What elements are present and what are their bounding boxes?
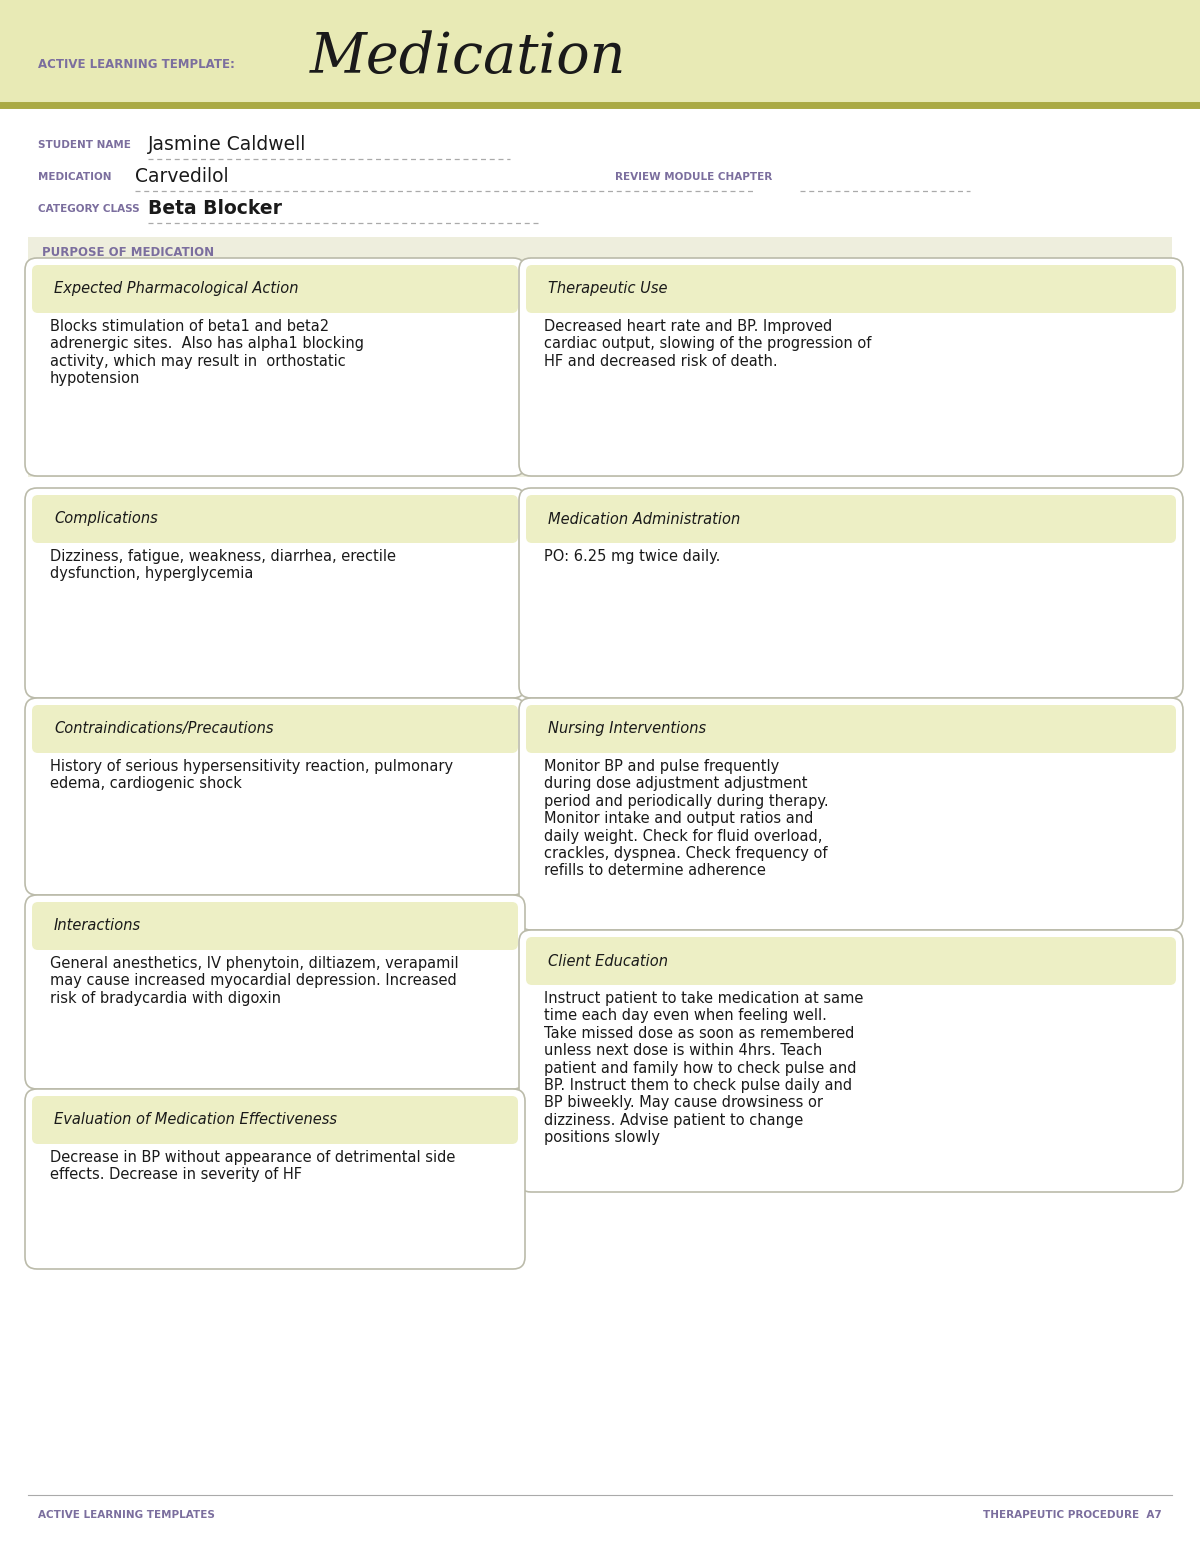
Text: General anesthetics, IV phenytoin, diltiazem, verapamil
may cause increased myoc: General anesthetics, IV phenytoin, dilti… xyxy=(50,957,458,1006)
FancyBboxPatch shape xyxy=(32,902,518,950)
FancyBboxPatch shape xyxy=(520,258,1183,477)
Text: STUDENT NAME: STUDENT NAME xyxy=(38,140,131,151)
Text: REVIEW MODULE CHAPTER: REVIEW MODULE CHAPTER xyxy=(616,172,773,182)
Text: Therapeutic Use: Therapeutic Use xyxy=(548,281,667,297)
Text: Nursing Interventions: Nursing Interventions xyxy=(548,722,706,736)
Text: Dizziness, fatigue, weakness, diarrhea, erectile
dysfunction, hyperglycemia: Dizziness, fatigue, weakness, diarrhea, … xyxy=(50,550,396,581)
Text: Interactions: Interactions xyxy=(54,918,142,933)
Text: Instruct patient to take medication at same
time each day even when feeling well: Instruct patient to take medication at s… xyxy=(544,991,863,1145)
Text: PURPOSE OF MEDICATION: PURPOSE OF MEDICATION xyxy=(42,247,214,259)
Text: Beta Blocker: Beta Blocker xyxy=(148,199,282,219)
Text: History of serious hypersensitivity reaction, pulmonary
edema, cardiogenic shock: History of serious hypersensitivity reac… xyxy=(50,759,454,792)
Text: Medication: Medication xyxy=(310,31,626,85)
FancyBboxPatch shape xyxy=(32,495,518,544)
Text: THERAPEUTIC PROCEDURE  A7: THERAPEUTIC PROCEDURE A7 xyxy=(983,1510,1162,1520)
FancyBboxPatch shape xyxy=(25,697,526,895)
FancyBboxPatch shape xyxy=(526,936,1176,985)
Text: ACTIVE LEARNING TEMPLATES: ACTIVE LEARNING TEMPLATES xyxy=(38,1510,215,1520)
Text: Jasmine Caldwell: Jasmine Caldwell xyxy=(148,135,306,154)
Text: ACTIVE LEARNING TEMPLATE:: ACTIVE LEARNING TEMPLATE: xyxy=(38,59,235,71)
FancyBboxPatch shape xyxy=(25,895,526,1089)
FancyBboxPatch shape xyxy=(526,495,1176,544)
FancyBboxPatch shape xyxy=(32,1096,518,1145)
Text: Client Education: Client Education xyxy=(548,954,668,969)
FancyBboxPatch shape xyxy=(25,488,526,697)
FancyBboxPatch shape xyxy=(520,930,1183,1193)
FancyBboxPatch shape xyxy=(25,1089,526,1269)
Text: Carvedilol: Carvedilol xyxy=(134,168,229,186)
Bar xyxy=(28,238,1172,477)
Text: Decrease in BP without appearance of detrimental side
effects. Decrease in sever: Decrease in BP without appearance of det… xyxy=(50,1151,455,1182)
FancyBboxPatch shape xyxy=(520,697,1183,930)
Text: Decreased heart rate and BP. Improved
cardiac output, slowing of the progression: Decreased heart rate and BP. Improved ca… xyxy=(544,318,871,368)
FancyBboxPatch shape xyxy=(520,488,1183,697)
FancyBboxPatch shape xyxy=(526,705,1176,753)
FancyBboxPatch shape xyxy=(25,258,526,477)
Text: Blocks stimulation of beta1 and beta2
adrenergic sites.  Also has alpha1 blockin: Blocks stimulation of beta1 and beta2 ad… xyxy=(50,318,364,387)
Text: Contraindications/Precautions: Contraindications/Precautions xyxy=(54,722,274,736)
Text: MEDICATION: MEDICATION xyxy=(38,172,112,182)
FancyBboxPatch shape xyxy=(32,705,518,753)
Text: CATEGORY CLASS: CATEGORY CLASS xyxy=(38,203,139,214)
Text: Monitor BP and pulse frequently
during dose adjustment adjustment
period and per: Monitor BP and pulse frequently during d… xyxy=(544,759,829,879)
Text: Expected Pharmacological Action: Expected Pharmacological Action xyxy=(54,281,299,297)
Text: Evaluation of Medication Effectiveness: Evaluation of Medication Effectiveness xyxy=(54,1112,337,1127)
Text: Complications: Complications xyxy=(54,511,157,526)
FancyBboxPatch shape xyxy=(32,266,518,314)
FancyBboxPatch shape xyxy=(526,266,1176,314)
Text: PO: 6.25 mg twice daily.: PO: 6.25 mg twice daily. xyxy=(544,550,720,564)
Text: Medication Administration: Medication Administration xyxy=(548,511,740,526)
Bar xyxy=(0,0,1200,106)
